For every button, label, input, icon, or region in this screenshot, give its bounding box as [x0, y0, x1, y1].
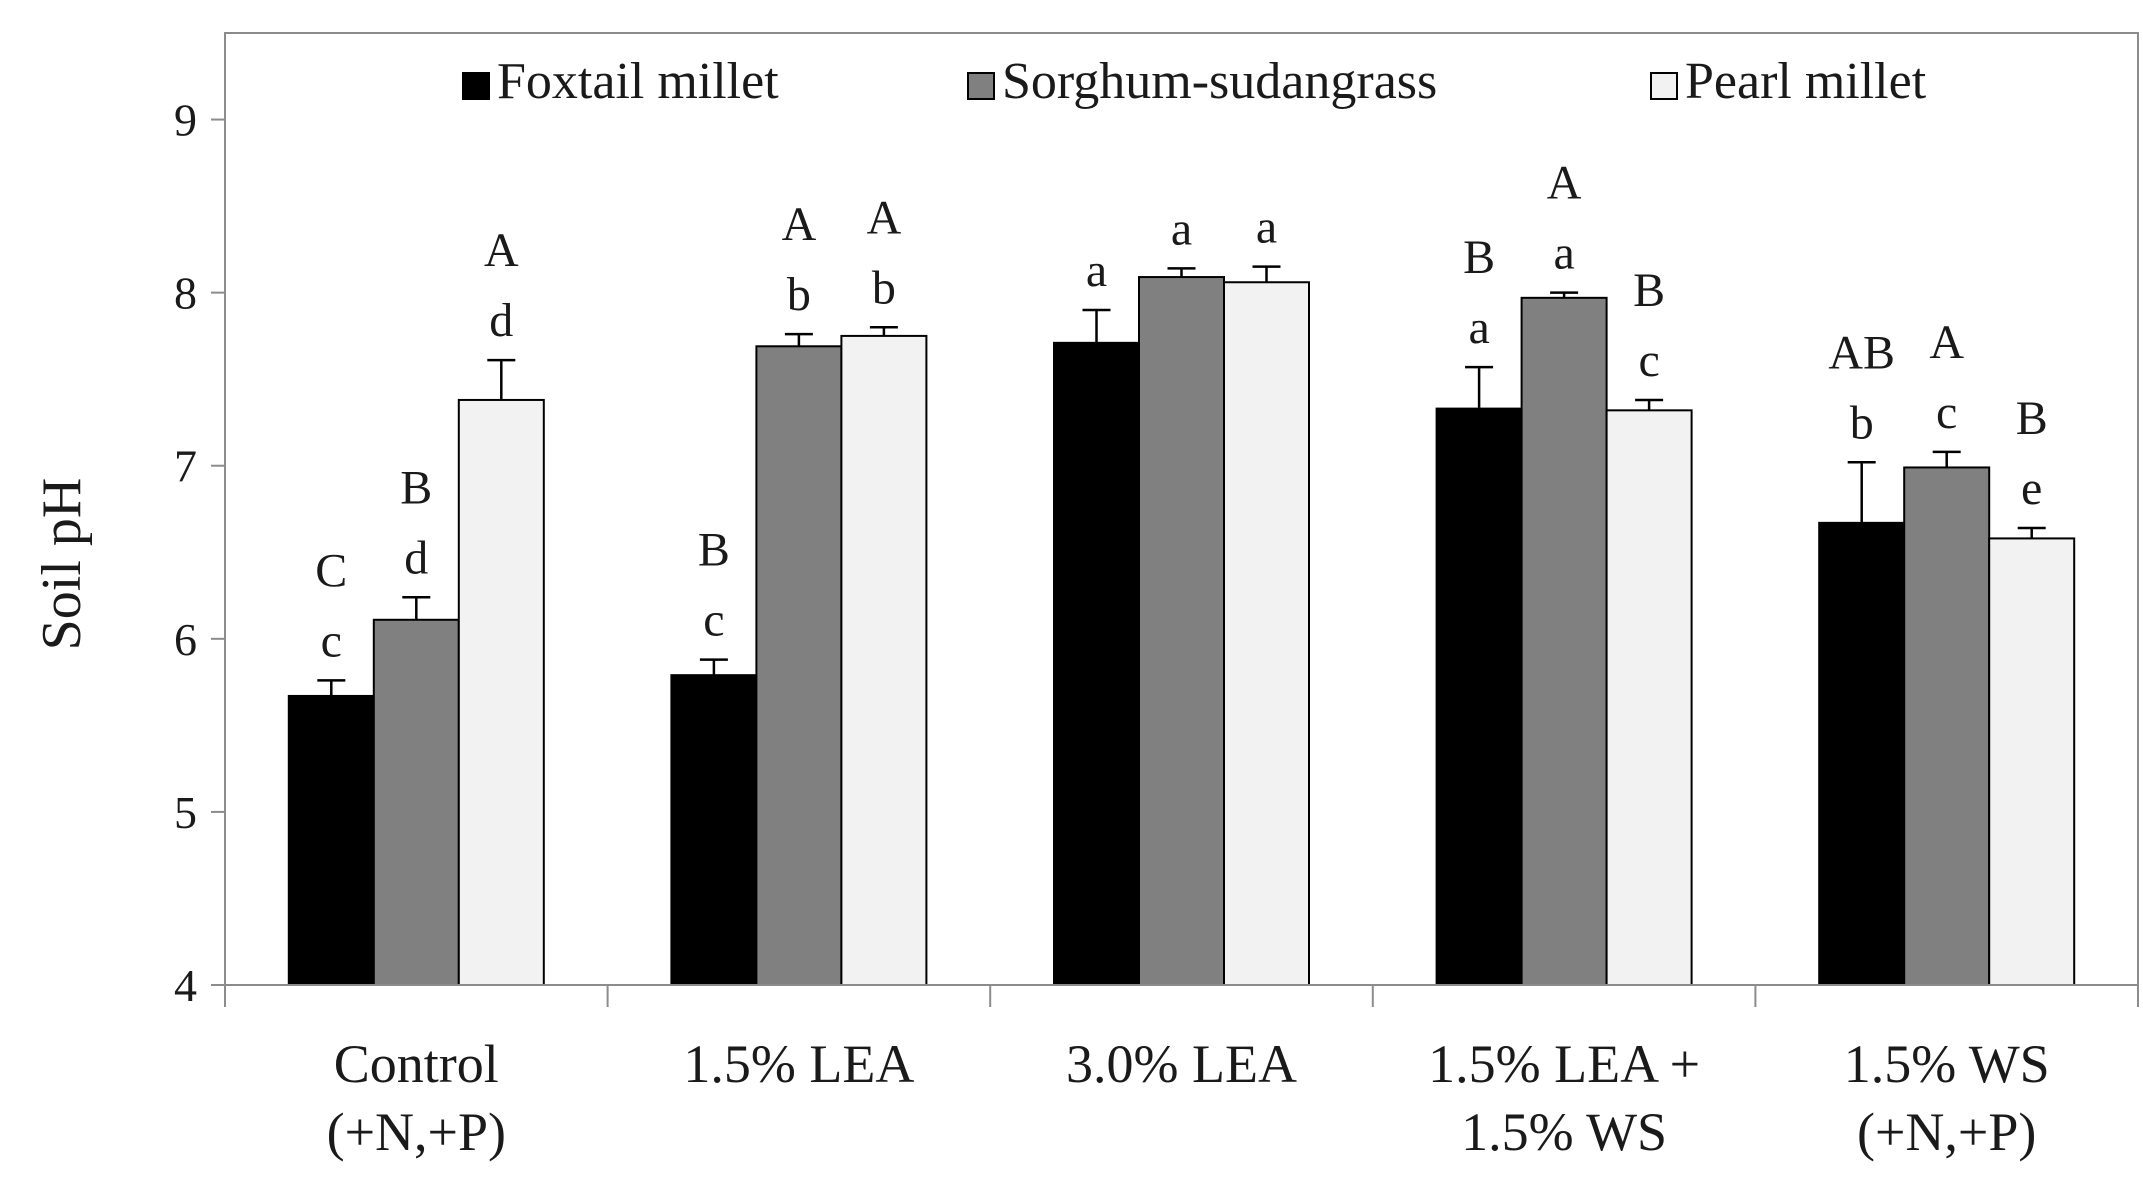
significance-letter: b	[1850, 396, 1874, 449]
significance-letter: AB	[1828, 326, 1895, 379]
y-tick-label: 8	[174, 268, 197, 319]
legend-label: Pearl millet	[1685, 53, 1927, 110]
bar-foxtail-millet-3	[1435, 407, 1523, 986]
significance-letter: A	[1547, 157, 1582, 210]
x-category-label: (+N,+P)	[327, 1102, 506, 1162]
legend-label: Foxtail millet	[497, 53, 779, 110]
bar-pearl-millet-1	[840, 334, 928, 986]
significance-letter: b	[872, 261, 896, 314]
bar-sorghum-sudangrass-0	[372, 618, 460, 987]
y-axis-title: Soil pH	[31, 478, 93, 651]
bar-sorghum-sudangrass-3	[1520, 296, 1608, 986]
significance-letter: d	[404, 531, 428, 584]
x-category-label: 1.5% WS	[1461, 1102, 1667, 1162]
significance-letter: c	[1936, 386, 1957, 439]
significance-letter: A	[1929, 316, 1964, 369]
y-tick-label: 5	[174, 787, 197, 838]
significance-letter: a	[1171, 202, 1192, 255]
significance-letter: A	[782, 198, 817, 251]
significance-letter: A	[484, 224, 519, 277]
significance-letter: B	[400, 461, 432, 514]
x-category-label: Control	[334, 1034, 499, 1094]
significance-letter: c	[703, 594, 724, 647]
bar-foxtail-millet-2	[1053, 341, 1140, 987]
bar-pearl-millet-2	[1223, 281, 1310, 986]
significance-letter: a	[1256, 201, 1277, 254]
y-tick-label: 7	[174, 441, 197, 492]
significance-letter: B	[1463, 231, 1495, 284]
x-category-label: 1.5% LEA +	[1428, 1034, 1700, 1094]
significance-letter: B	[1633, 264, 1665, 317]
x-category-label: 1.5% WS	[1844, 1034, 2050, 1094]
bar-pearl-millet-0	[457, 398, 545, 987]
significance-letter: c	[321, 614, 342, 667]
legend-label: Sorghum-sudangrass	[1002, 53, 1437, 110]
significance-letter: d	[489, 294, 513, 347]
legend-swatch	[462, 72, 490, 100]
significance-letter: e	[2021, 462, 2042, 515]
legend-swatch	[967, 72, 995, 100]
bar-pearl-millet-4	[1988, 537, 2076, 987]
bar-foxtail-millet-1	[670, 674, 758, 987]
bar-sorghum-sudangrass-4	[1903, 466, 1991, 986]
bar-foxtail-millet-4	[1818, 521, 1906, 987]
x-category-label: 1.5% LEA	[683, 1034, 914, 1094]
significance-letter: B	[2016, 392, 2048, 445]
bar-pearl-millet-3	[1605, 409, 1693, 986]
y-tick-label: 6	[174, 614, 197, 665]
significance-letter: A	[867, 191, 902, 244]
significance-letter: b	[787, 268, 811, 321]
x-category-label: (+N,+P)	[1857, 1102, 2036, 1162]
x-category-label: 3.0% LEA	[1066, 1034, 1297, 1094]
significance-letter: a	[1086, 244, 1107, 297]
significance-letter: C	[315, 544, 347, 597]
bar-sorghum-sudangrass-1	[755, 345, 843, 986]
bar-sorghum-sudangrass-2	[1138, 276, 1225, 987]
bar-foxtail-millet-0	[287, 694, 375, 986]
y-tick-label: 9	[174, 95, 197, 146]
significance-letter: a	[1468, 301, 1489, 354]
legend-swatch	[1650, 72, 1678, 100]
significance-letter: c	[1638, 334, 1659, 387]
y-tick-label: 4	[174, 960, 197, 1011]
significance-letter: a	[1553, 227, 1574, 280]
significance-letter: B	[698, 524, 730, 577]
